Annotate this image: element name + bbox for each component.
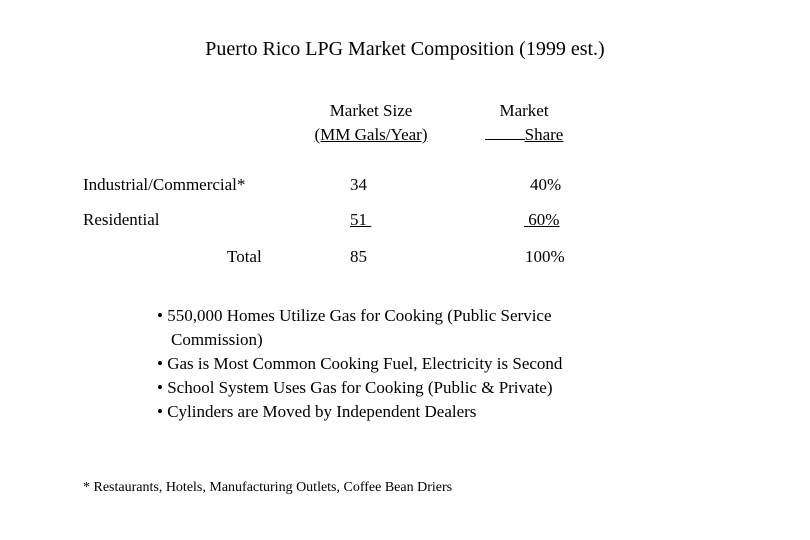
row-label-industrial: Industrial/Commercial* — [83, 175, 246, 194]
market-share-header-line2: Share — [474, 123, 574, 147]
row-size-industrial: 34 — [350, 175, 367, 194]
row-label-residential: Residential — [83, 210, 160, 229]
row-size-total: 85 — [350, 247, 367, 266]
row-share-industrial: 40% — [530, 175, 562, 194]
bullet-item-continuation: Commission) — [171, 330, 263, 349]
market-size-header: Market Size (MM Gals/Year) — [296, 99, 446, 147]
market-size-header-line1: Market Size — [329, 101, 413, 120]
row-size-residential: 51 — [350, 209, 371, 231]
bullet-item: • Gas is Most Common Cooking Fuel, Elect… — [157, 354, 563, 373]
header-underline-gap — [484, 125, 525, 140]
market-share-header: Market Share — [474, 99, 574, 147]
bullet-item: • School System Uses Gas for Cooking (Pu… — [157, 378, 553, 397]
footnote: * Restaurants, Hotels, Manufacturing Out… — [83, 480, 453, 495]
market-share-header-line2-text: Share — [524, 125, 564, 144]
bullet-item: • 550,000 Homes Utilize Gas for Cooking … — [157, 306, 552, 325]
row-share-residential-value: 60% — [528, 210, 560, 229]
bullet-item: • Cylinders are Moved by Independent Dea… — [157, 402, 477, 421]
market-share-header-line1: Market — [499, 101, 549, 120]
bullet-list: • 550,000 Homes Utilize Gas for Cooking … — [157, 304, 562, 424]
row-share-residential: 60% — [524, 209, 559, 231]
row-share-total: 100% — [525, 247, 565, 266]
market-size-header-line2: (MM Gals/Year) — [314, 125, 428, 144]
row-label-total: Total — [227, 247, 262, 266]
page-title: Puerto Rico LPG Market Composition (1999… — [205, 38, 605, 60]
row-size-residential-value: 51 — [350, 210, 367, 229]
